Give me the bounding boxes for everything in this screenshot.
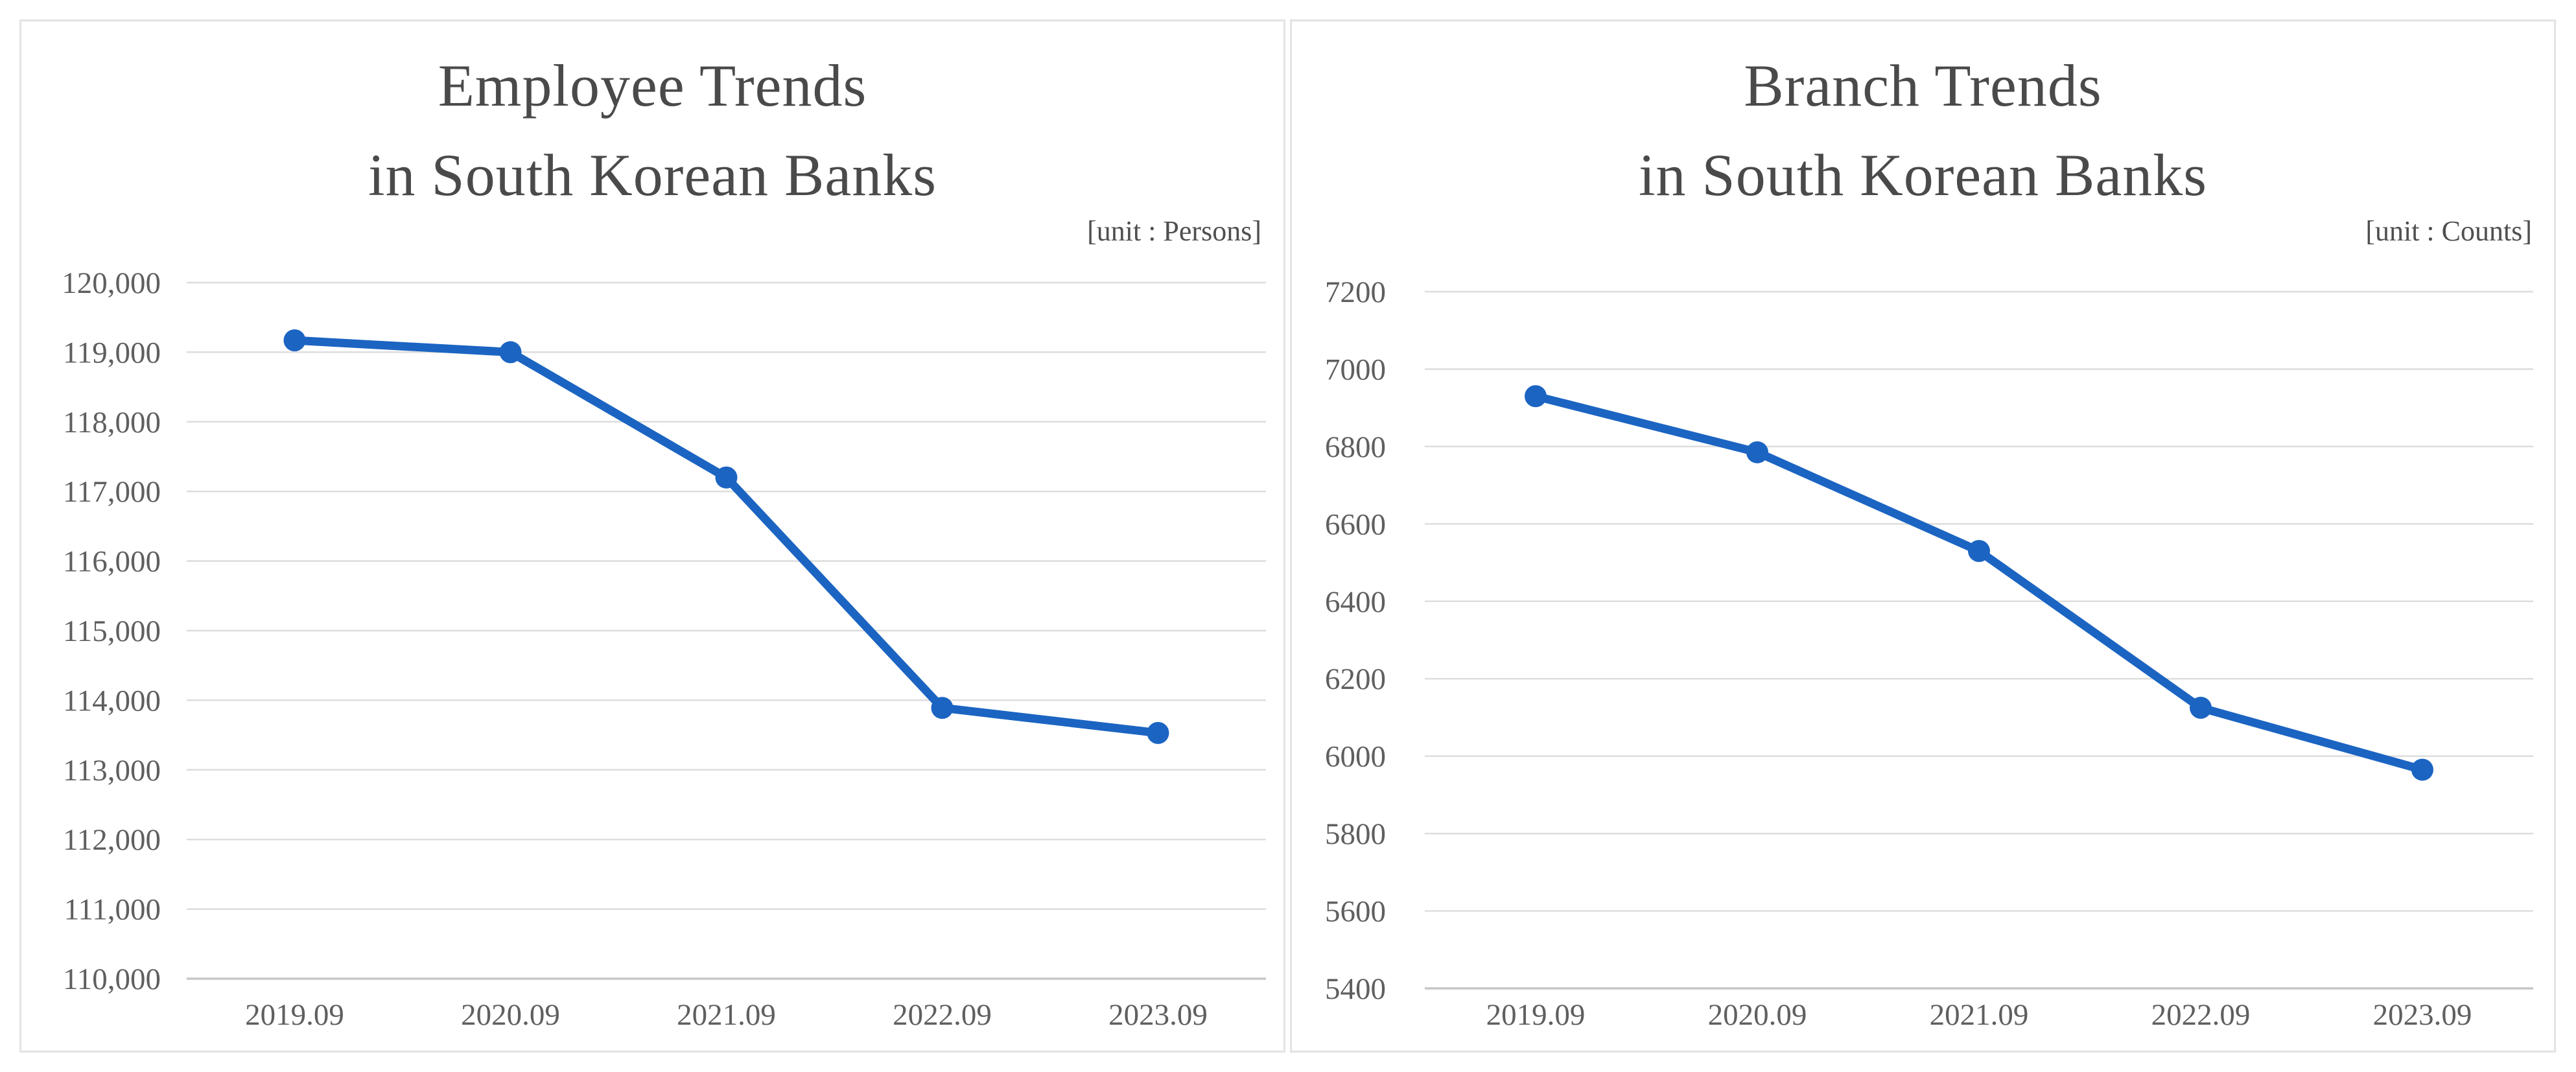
y-tick-label: 118,000	[63, 406, 161, 439]
employee-trends-line-chart: 110,000 111,000 112,000 113,000 114,000 115,0…	[62, 266, 1266, 1032]
y-tick-label: 116,000	[63, 545, 161, 579]
data-point-marker	[1525, 385, 1547, 408]
trend-line	[1531, 391, 2427, 775]
x-tick-label: 2020.09	[461, 998, 560, 1032]
x-tick-label: 2022.09	[2151, 998, 2251, 1032]
chart-title-line1: Employee Trends	[438, 52, 867, 119]
y-tick-label: 5600	[1325, 895, 1386, 929]
data-point-marker	[283, 329, 306, 352]
y-tick-label: 114,000	[63, 684, 161, 717]
y-tick-label: 110,000	[63, 962, 161, 996]
y-tick-label: 112,000	[63, 823, 161, 857]
y-tick-label: 113,000	[63, 754, 161, 787]
chart-title-line2: in South Korean Banks	[368, 142, 937, 208]
y-tick-label: 7200	[1325, 275, 1386, 309]
x-tick-label: 2019.09	[1486, 998, 1586, 1032]
x-tick-label: 2020.09	[1708, 998, 1807, 1032]
x-tick-label: 2021.09	[677, 998, 776, 1032]
y-tick-label: 115,000	[63, 614, 161, 648]
y-tick-label: 6200	[1325, 662, 1386, 696]
x-tick-label: 2022.09	[893, 998, 992, 1032]
y-tick-label: 6400	[1325, 585, 1386, 619]
data-point-marker	[2190, 697, 2212, 719]
y-tick-label: 6800	[1325, 430, 1386, 464]
y-tick-label: 7000	[1325, 353, 1386, 386]
x-tick-label: 2019.09	[245, 998, 344, 1032]
data-point-marker	[715, 466, 738, 489]
data-point-marker	[1968, 540, 1990, 563]
y-tick-label: 117,000	[63, 475, 161, 509]
y-tick-label: 5400	[1325, 972, 1386, 1006]
data-point-marker	[931, 697, 954, 719]
branch-trends-panel: Branch Trends in South Korean Banks [uni…	[1290, 19, 2556, 1053]
chart-title-line1: Branch Trends	[1744, 52, 2102, 119]
branch-chart-title: Branch Trends in South Korean Banks	[1292, 41, 2554, 220]
x-tick-label: 2023.09	[1108, 998, 1208, 1032]
y-tick-label: 6600	[1325, 507, 1386, 541]
unit-label: [unit : Counts]	[2365, 215, 2532, 247]
x-tick-label: 2021.09	[1930, 998, 2029, 1032]
data-point-marker	[2411, 758, 2433, 781]
employee-chart-title: Employee Trends in South Korean Banks	[21, 41, 1283, 220]
chart-title-line2: in South Korean Banks	[1638, 142, 2208, 208]
data-point-marker	[1746, 441, 1768, 463]
employee-trends-panel: Employee Trends in South Korean Banks [u…	[19, 19, 1285, 1053]
data-point-marker	[499, 341, 522, 364]
y-tick-label: 6000	[1325, 740, 1386, 774]
y-tick-label: 119,000	[63, 336, 161, 369]
unit-label: [unit : Persons]	[1087, 215, 1261, 247]
x-tick-label: 2023.09	[2373, 998, 2472, 1032]
data-point-marker	[1147, 721, 1169, 744]
y-tick-label: 120,000	[62, 266, 161, 300]
y-tick-label: 111,000	[64, 893, 161, 927]
trend-line	[290, 336, 1162, 738]
y-tick-label: 5800	[1325, 817, 1386, 851]
branch-trends-line-chart: 5400 5600 5800 6000 6200 6400 6600 6800 7000 7200…	[1325, 275, 2533, 1032]
